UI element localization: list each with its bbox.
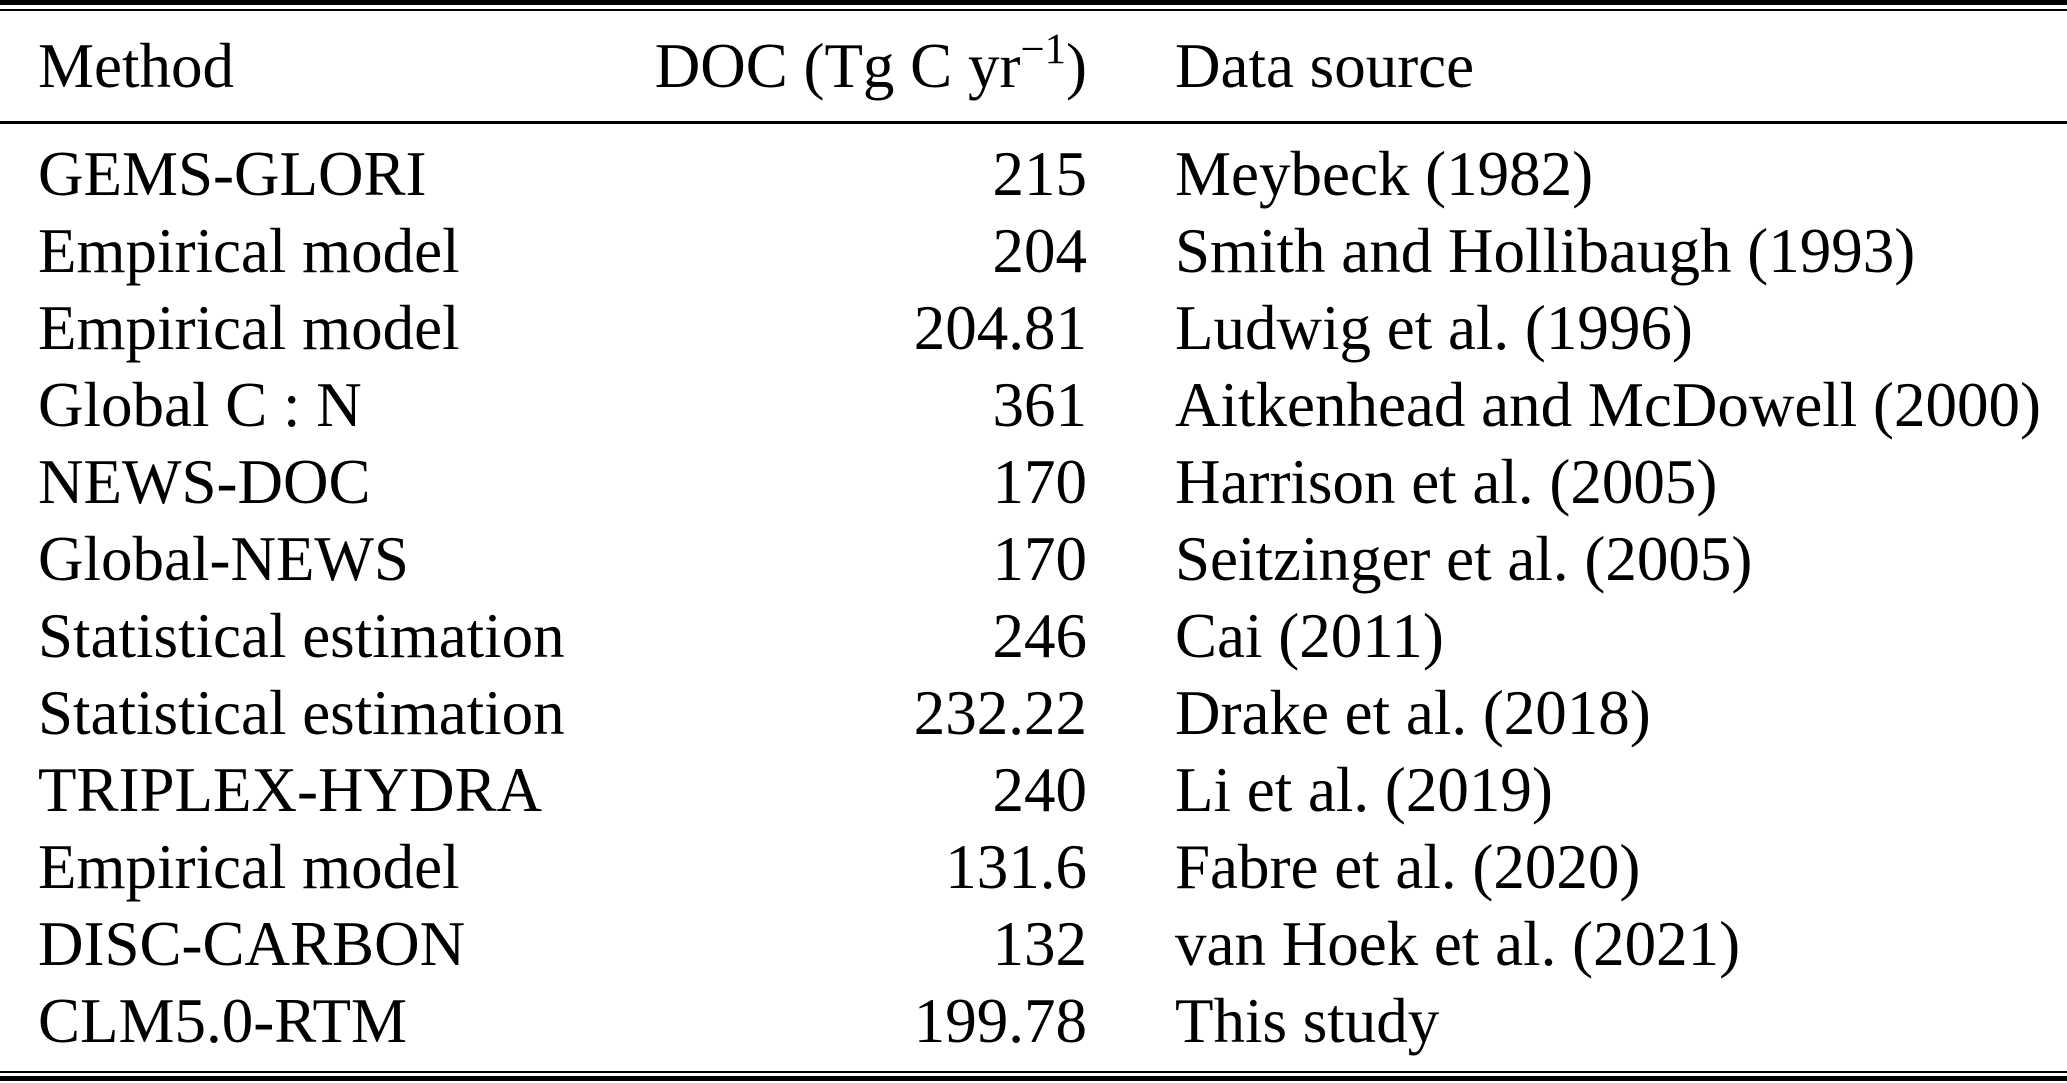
doc-value-cell: 240: [992, 755, 1088, 825]
doc-unit-suffix: ): [1066, 30, 1087, 101]
column-header-method: Method: [38, 30, 234, 101]
doc-value-cell: 215: [992, 139, 1088, 209]
table-top-rule: [0, 0, 2067, 11]
table-row: Statistical estimation 232.22 Drake et a…: [0, 675, 2067, 752]
method-cell: TRIPLEX-HYDRA: [38, 755, 542, 825]
header-row: Method DOC (Tg C yr−1) Data source: [0, 11, 2067, 123]
doc-unit-prefix: DOC (Tg C yr: [654, 30, 1021, 101]
source-cell: Ludwig et al. (1996): [1175, 293, 1693, 363]
method-cell: Empirical model: [38, 293, 460, 363]
source-cell: van Hoek et al. (2021): [1175, 909, 1741, 979]
method-cell: Global-NEWS: [38, 524, 409, 594]
method-cell: GEMS-GLORI: [38, 139, 427, 209]
method-cell: Empirical model: [38, 832, 460, 902]
source-cell: Smith and Hollibaugh (1993): [1175, 216, 1916, 286]
table-row: Empirical model 204 Smith and Hollibaugh…: [0, 213, 2067, 290]
source-cell: Harrison et al. (2005): [1175, 447, 1718, 517]
doc-value-cell: 132: [992, 909, 1088, 979]
table-row: Global C : N 361 Aitkenhead and McDowell…: [0, 367, 2067, 444]
doc-value-cell: 199.78: [913, 986, 1087, 1056]
table-row: Empirical model 204.81 Ludwig et al. (19…: [0, 290, 2067, 367]
method-cell: NEWS-DOC: [38, 447, 371, 517]
doc-value-cell: 204: [992, 216, 1088, 286]
source-cell: Cai (2011): [1175, 601, 1444, 671]
source-cell: Seitzinger et al. (2005): [1175, 524, 1753, 594]
source-cell: Fabre et al. (2020): [1175, 832, 1641, 902]
bottom-spacer: [0, 1060, 2067, 1071]
source-cell: This study: [1175, 986, 1440, 1056]
method-cell: Statistical estimation: [38, 678, 565, 748]
table-header: Method DOC (Tg C yr−1) Data source: [0, 11, 2067, 123]
column-header-source: Data source: [1175, 30, 1475, 101]
doc-value-cell: 361: [992, 370, 1088, 440]
doc-value-cell: 170: [992, 447, 1088, 517]
table-row: Empirical model 131.6 Fabre et al. (2020…: [0, 829, 2067, 906]
doc-unit-superscript: −1: [1020, 25, 1067, 73]
column-header-doc: DOC (Tg C yr−1): [640, 11, 1087, 123]
method-cell: Empirical model: [38, 216, 460, 286]
table-body: GEMS-GLORI 215 Meybeck (1982) Empirical …: [0, 123, 2067, 1061]
doc-flux-table: Method DOC (Tg C yr−1) Data source GEMS-…: [0, 11, 2067, 1060]
table-row: Global-NEWS 170 Seitzinger et al. (2005): [0, 521, 2067, 598]
doc-value-cell: 131.6: [945, 832, 1087, 902]
method-cell: CLM5.0-RTM: [38, 986, 407, 1056]
method-cell: Statistical estimation: [38, 601, 565, 671]
doc-value-cell: 170: [992, 524, 1088, 594]
method-cell: Global C : N: [38, 370, 362, 440]
method-cell: DISC-CARBON: [38, 909, 466, 979]
doc-value-cell: 204.81: [913, 293, 1087, 363]
source-cell: Li et al. (2019): [1175, 755, 1553, 825]
table-row: Statistical estimation 246 Cai (2011): [0, 598, 2067, 675]
source-cell: Drake et al. (2018): [1175, 678, 1651, 748]
table-row: CLM5.0-RTM 199.78 This study: [0, 983, 2067, 1060]
table-row: TRIPLEX-HYDRA 240 Li et al. (2019): [0, 752, 2067, 829]
table-bottom-rule: [0, 1071, 2067, 1081]
table-row: GEMS-GLORI 215 Meybeck (1982): [0, 123, 2067, 214]
source-cell: Aitkenhead and McDowell (2000): [1175, 370, 2042, 440]
doc-value-cell: 232.22: [913, 678, 1087, 748]
source-cell: Meybeck (1982): [1175, 139, 1594, 209]
doc-value-cell: 246: [992, 601, 1088, 671]
table-row: NEWS-DOC 170 Harrison et al. (2005): [0, 444, 2067, 521]
table-row: DISC-CARBON 132 van Hoek et al. (2021): [0, 906, 2067, 983]
